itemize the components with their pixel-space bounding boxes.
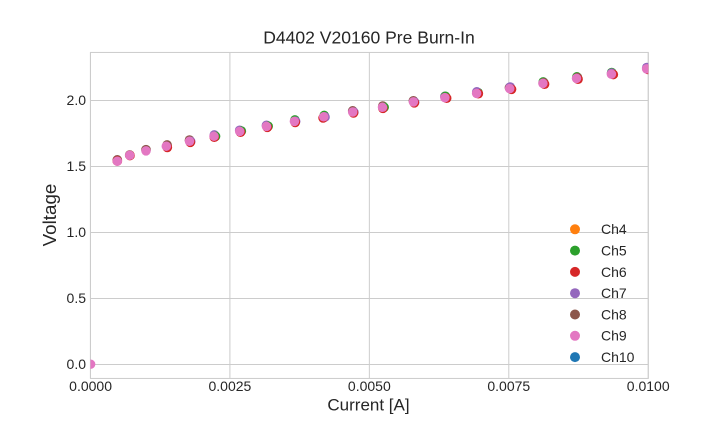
svg-text:0.0: 0.0 [67,356,87,372]
svg-text:Ch5: Ch5 [601,243,627,259]
svg-text:D4402 V20160 Pre Burn-In: D4402 V20160 Pre Burn-In [263,28,475,48]
svg-text:Ch8: Ch8 [601,306,627,322]
svg-text:1.0: 1.0 [67,224,87,240]
svg-text:Ch4: Ch4 [601,221,627,237]
svg-text:Ch6: Ch6 [601,264,627,280]
svg-text:Ch9: Ch9 [601,328,627,344]
svg-text:Current [A]: Current [A] [327,396,409,415]
svg-text:0.0050: 0.0050 [348,378,391,394]
svg-text:Ch10: Ch10 [601,349,635,365]
svg-text:1.5: 1.5 [67,158,87,174]
svg-text:0.0000: 0.0000 [69,378,112,394]
svg-text:0.0100: 0.0100 [627,378,670,394]
svg-text:Voltage: Voltage [39,184,60,247]
svg-text:0.0025: 0.0025 [208,378,251,394]
svg-text:2.0: 2.0 [67,92,87,108]
svg-text:0.5: 0.5 [67,290,87,306]
svg-text:0.0075: 0.0075 [487,378,530,394]
svg-text:Ch7: Ch7 [601,285,627,301]
